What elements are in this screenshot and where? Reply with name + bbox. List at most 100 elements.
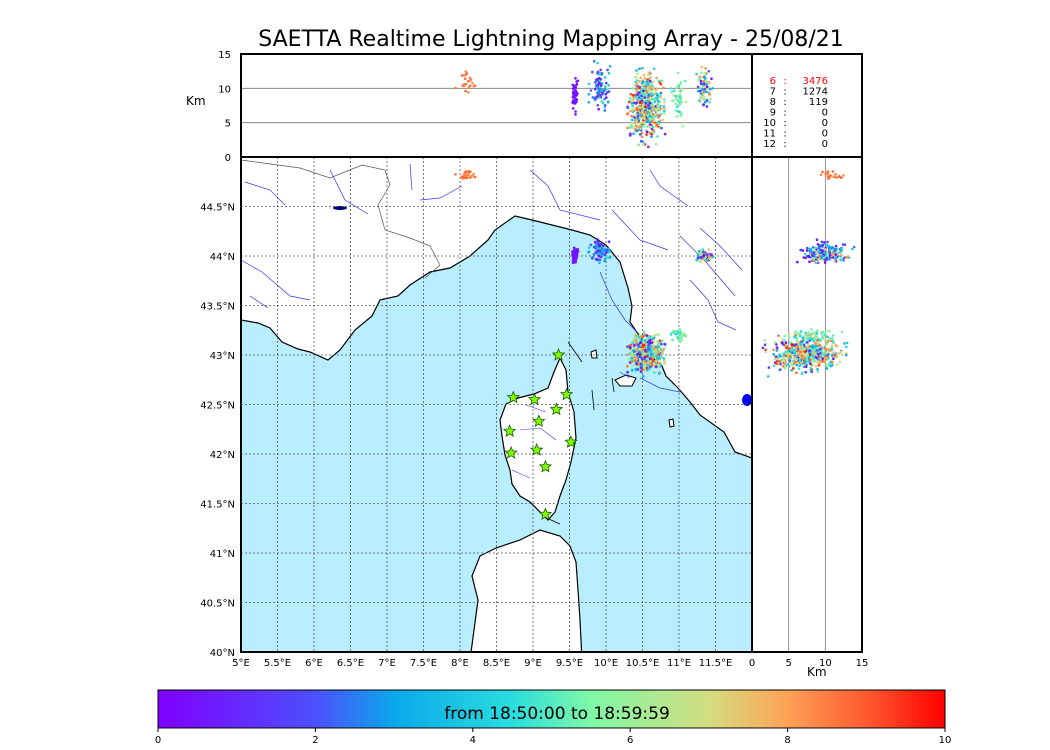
right-source-point	[763, 343, 767, 347]
station-count-number: 8	[770, 97, 776, 108]
right-source-point	[826, 353, 830, 356]
right-source-point	[813, 249, 816, 252]
right-source-point	[787, 335, 791, 339]
right-source-point	[821, 249, 824, 253]
map-source-point	[591, 255, 595, 259]
right-source-point	[804, 365, 808, 369]
top-source-point	[462, 84, 466, 88]
right-source-point	[810, 337, 814, 341]
map-source-point	[654, 350, 658, 354]
map-source-point	[646, 361, 649, 364]
top-source-point	[595, 91, 599, 95]
top-source-point	[646, 84, 649, 87]
top-frame	[240, 53, 753, 158]
top-source-point	[605, 96, 608, 99]
lat-tick-label: 43°N	[210, 351, 235, 362]
map-source-point	[642, 343, 645, 346]
top-source-point	[680, 100, 683, 104]
top-source-point	[703, 76, 707, 80]
map-source-point	[678, 335, 682, 339]
right-source-point	[816, 336, 819, 339]
right-source-point	[810, 253, 814, 257]
right-source-points	[761, 170, 856, 378]
altitude-tick-label: 10	[218, 84, 231, 95]
right-source-point	[797, 367, 801, 371]
top-source-point	[575, 98, 579, 102]
chart-title: SAETTA Realtime Lightning Mapping Array …	[258, 27, 844, 52]
top-source-point	[467, 86, 471, 89]
right-source-point	[826, 251, 829, 254]
top-source-point	[603, 85, 607, 88]
map-source-point	[646, 346, 650, 349]
top-source-point	[663, 132, 667, 136]
station-count-value: 119	[809, 97, 828, 108]
right-source-point	[794, 343, 798, 347]
top-source-point	[675, 115, 679, 118]
right-source-point	[831, 252, 835, 255]
top-source-point	[601, 91, 604, 95]
right-source-point	[837, 175, 841, 179]
top-source-point	[636, 79, 639, 82]
right-source-point	[782, 352, 785, 355]
top-source-point	[597, 107, 600, 111]
station-star	[527, 392, 542, 406]
map-source-point	[671, 338, 674, 342]
right-source-point	[793, 358, 796, 362]
right-source-point	[839, 350, 843, 354]
top-source-point	[592, 60, 596, 63]
map-source-point	[648, 362, 652, 366]
top-source-point	[597, 89, 600, 93]
map-source-point	[630, 368, 634, 372]
right-source-point	[766, 375, 770, 378]
altitude-tick-label: 10	[819, 658, 832, 669]
top-source-point	[648, 125, 652, 128]
right-source-point	[813, 336, 817, 339]
right-source-point	[772, 364, 776, 368]
right-source-point	[812, 357, 816, 360]
right-source-point	[802, 363, 805, 367]
right-source-point	[824, 348, 828, 351]
top-source-point	[597, 73, 600, 76]
right-source-point	[775, 346, 779, 349]
map-source-point	[654, 347, 658, 351]
right-source-point	[826, 253, 830, 256]
top-source-point	[703, 72, 707, 75]
map-source-point	[608, 256, 612, 259]
right-source-point	[764, 350, 767, 354]
map-source-point	[636, 368, 640, 371]
top-source-point	[634, 83, 638, 86]
top-source-point	[629, 132, 632, 135]
station-count-value: 0	[822, 108, 828, 119]
right-source-point	[792, 367, 795, 370]
map-source-point	[572, 246, 576, 250]
map-source-point	[462, 172, 466, 176]
right-source-point	[774, 358, 777, 361]
right-source-point	[825, 367, 829, 370]
right-source-point	[824, 356, 828, 360]
top-source-point	[652, 103, 655, 107]
map-source-point	[462, 176, 466, 180]
station-count-value: 3476	[803, 76, 828, 87]
right-source-point	[796, 260, 799, 264]
right-source-point	[801, 352, 805, 355]
top-source-point	[660, 126, 663, 130]
right-source-point	[836, 363, 839, 366]
map-source-point	[650, 335, 654, 338]
top-source-point	[634, 113, 638, 117]
top-source-point	[593, 81, 597, 84]
top-source-point	[705, 83, 709, 86]
top-source-point	[645, 133, 648, 136]
top-source-point	[642, 113, 646, 116]
top-source-point	[650, 83, 654, 87]
lat-tick-label: 42.5°N	[200, 401, 235, 412]
right-source-point	[841, 353, 844, 357]
map-source-point	[708, 257, 712, 261]
top-source-point	[644, 85, 647, 88]
right-source-point	[818, 254, 821, 258]
map-source-point	[598, 244, 601, 248]
right-source-point	[825, 364, 828, 368]
station-star	[532, 414, 546, 428]
right-source-point	[830, 344, 834, 347]
station-star	[549, 402, 564, 416]
right-source-point	[826, 339, 830, 343]
